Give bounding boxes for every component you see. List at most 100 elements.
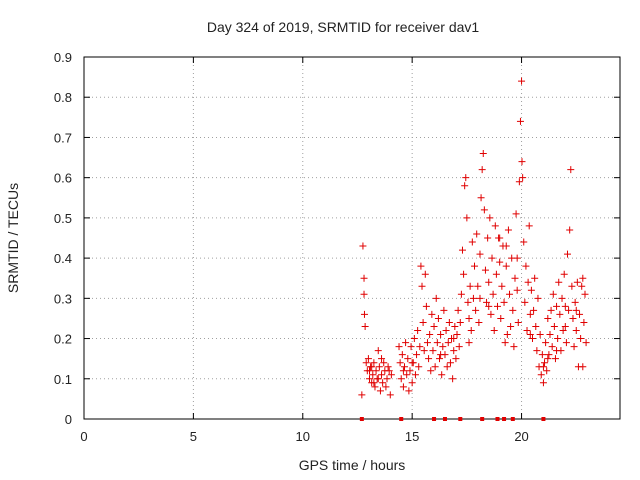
data-point bbox=[539, 379, 547, 387]
data-point bbox=[476, 294, 484, 302]
data-point bbox=[374, 347, 382, 355]
data-point bbox=[360, 274, 368, 282]
data-point bbox=[534, 294, 542, 302]
data-point bbox=[405, 387, 413, 395]
data-point bbox=[432, 294, 440, 302]
data-point bbox=[582, 339, 590, 347]
x-tick-label: 5 bbox=[190, 429, 197, 444]
data-point bbox=[541, 359, 549, 367]
data-point bbox=[364, 355, 372, 363]
data-point bbox=[386, 391, 394, 399]
data-point bbox=[410, 335, 418, 343]
data-point bbox=[439, 343, 447, 351]
data-point bbox=[452, 355, 460, 363]
data-point bbox=[419, 318, 427, 326]
data-point bbox=[385, 367, 393, 375]
data-point bbox=[480, 206, 488, 214]
y-tick-label: 0.6 bbox=[54, 171, 72, 186]
data-point bbox=[490, 327, 498, 335]
data-point bbox=[530, 306, 538, 314]
data-point bbox=[397, 375, 405, 383]
data-point bbox=[569, 314, 577, 322]
data-point bbox=[519, 174, 527, 182]
data-point bbox=[498, 282, 506, 290]
data-point bbox=[571, 298, 579, 306]
data-point bbox=[404, 355, 412, 363]
data-point bbox=[487, 310, 495, 318]
data-point bbox=[438, 371, 446, 379]
data-point bbox=[558, 294, 566, 302]
data-point bbox=[408, 359, 416, 367]
zero-marker bbox=[510, 417, 515, 421]
y-tick-label: 0.3 bbox=[54, 291, 72, 306]
data-point bbox=[358, 391, 366, 399]
data-point bbox=[372, 367, 380, 375]
x-tick-label: 0 bbox=[80, 429, 87, 444]
data-point bbox=[568, 282, 576, 290]
data-point bbox=[551, 355, 559, 363]
zero-marker bbox=[442, 417, 447, 421]
data-point bbox=[489, 290, 497, 298]
data-point bbox=[511, 274, 519, 282]
data-point bbox=[442, 327, 450, 335]
data-point bbox=[512, 210, 520, 218]
data-point bbox=[560, 270, 568, 278]
data-point bbox=[572, 306, 580, 314]
y-tick-label: 0.9 bbox=[54, 50, 72, 65]
x-tick-label: 10 bbox=[296, 429, 310, 444]
zero-marker bbox=[432, 417, 437, 421]
data-point bbox=[369, 371, 377, 379]
data-point bbox=[515, 178, 523, 186]
data-point bbox=[417, 262, 425, 270]
data-point bbox=[502, 262, 510, 270]
data-point bbox=[366, 375, 374, 383]
data-point bbox=[461, 182, 469, 190]
data-point bbox=[406, 367, 414, 375]
data-point bbox=[555, 278, 563, 286]
data-point bbox=[427, 367, 435, 375]
y-axis-label: SRMTID / TECUs bbox=[5, 183, 21, 293]
zero-marker bbox=[502, 417, 507, 421]
data-point bbox=[577, 335, 585, 343]
data-point bbox=[450, 335, 458, 343]
y-tick-label: 0.7 bbox=[54, 130, 72, 145]
data-point bbox=[445, 318, 453, 326]
data-point bbox=[513, 254, 521, 262]
data-point bbox=[581, 290, 589, 298]
data-point bbox=[407, 343, 415, 351]
data-point bbox=[518, 77, 526, 85]
data-point bbox=[539, 363, 547, 371]
data-point bbox=[473, 230, 481, 238]
data-point bbox=[395, 343, 403, 351]
zero-marker bbox=[541, 417, 546, 421]
data-point bbox=[466, 282, 474, 290]
data-point bbox=[416, 343, 424, 351]
data-point bbox=[561, 322, 569, 330]
data-point bbox=[536, 331, 544, 339]
data-point bbox=[491, 222, 499, 230]
data-point bbox=[523, 327, 531, 335]
data-point bbox=[544, 355, 552, 363]
data-point bbox=[444, 339, 452, 347]
data-point bbox=[366, 367, 374, 375]
data-point bbox=[485, 278, 493, 286]
data-point bbox=[411, 371, 419, 379]
data-point bbox=[570, 343, 578, 351]
data-point bbox=[573, 278, 581, 286]
data-point bbox=[572, 327, 580, 335]
data-point bbox=[421, 270, 429, 278]
data-point bbox=[457, 290, 465, 298]
data-point bbox=[378, 371, 386, 379]
data-point bbox=[550, 322, 558, 330]
data-point bbox=[374, 375, 382, 383]
data-point bbox=[521, 298, 529, 306]
data-point bbox=[506, 290, 514, 298]
data-point bbox=[431, 363, 439, 371]
data-point bbox=[401, 363, 409, 371]
x-tick-label: 20 bbox=[514, 429, 528, 444]
data-point bbox=[488, 254, 496, 262]
data-point bbox=[567, 166, 575, 174]
zero-markers bbox=[359, 417, 546, 421]
data-point bbox=[514, 318, 522, 326]
data-point bbox=[486, 214, 494, 222]
